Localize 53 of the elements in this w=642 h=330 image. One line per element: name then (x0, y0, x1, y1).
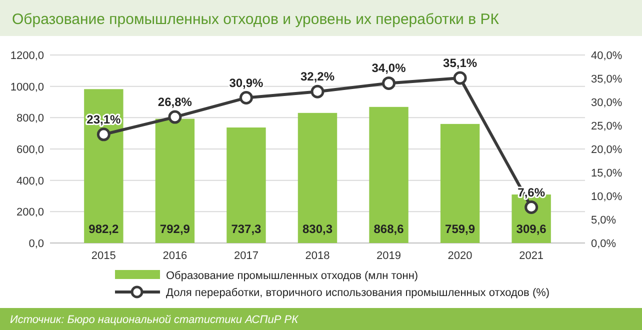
y-tick-label: 400,0 (16, 175, 44, 188)
data-label: 309,6 (516, 222, 547, 236)
bar (298, 112, 338, 243)
point (310, 84, 324, 98)
y2-tick-label: 25,0% (591, 120, 622, 132)
y-tick-label: 600,0 (16, 144, 44, 156)
y2-tick-label: 5,0% (591, 214, 616, 226)
data-label: 830,3 (302, 222, 333, 236)
x-tick-label: 2017 (234, 250, 258, 262)
y2-tick-label: 20,0% (591, 144, 622, 156)
data-label: 30,9% (229, 76, 264, 90)
point (453, 71, 467, 85)
x-tick-label: 2020 (448, 250, 472, 262)
data-label: 737,3 (231, 222, 262, 236)
data-label: 982,2 (88, 222, 120, 236)
bar (440, 124, 480, 243)
data-label: 26,8% (158, 95, 192, 110)
y2-tick-label: 40,0% (591, 50, 622, 62)
point (96, 128, 110, 142)
point (239, 91, 253, 105)
y-tick-label: 800,0 (16, 112, 44, 125)
legend-label: Образование промышленных отходов (млн тонн) (166, 270, 418, 282)
y2-tick-label: 30,0% (591, 97, 622, 109)
y2-tick-label: 15,0% (591, 168, 622, 180)
point (524, 200, 538, 214)
x-tick-label: 2019 (376, 250, 402, 262)
legend-label: Доля переработки, вторичного использования промышленных отходов (%) (166, 287, 550, 299)
y2-tick-label: 0,0% (591, 238, 616, 250)
data-label: 23,1% (86, 112, 122, 126)
y-tick-label: 200,0 (16, 206, 44, 219)
bar (84, 89, 124, 243)
chart-title: Образование промышленных отходов и уровень их переработки в РК (12, 11, 500, 28)
y2-tick-label: 35,0% (591, 74, 622, 86)
point (168, 110, 182, 124)
point (382, 76, 396, 90)
data-label: 868,6 (374, 222, 404, 236)
bar (226, 127, 266, 243)
x-tick-label: 2015 (91, 250, 116, 262)
data-label: 34,0% (372, 61, 406, 76)
x-tick-label: 2016 (162, 250, 188, 262)
data-label: 759,9 (445, 222, 476, 236)
data-label: 32,2% (300, 70, 335, 84)
bar (369, 106, 408, 243)
y-tick-label: 1000,0 (10, 81, 44, 94)
y-tick-label: 0,0 (28, 238, 44, 250)
data-label: 792,9 (160, 222, 190, 236)
x-tick-label: 2021 (519, 250, 544, 262)
y-tick-label: 1200,0 (10, 50, 44, 62)
text: Источник: Бюро национальной статистики АСПиР РК (10, 314, 299, 326)
data-label: 35,1% (443, 56, 478, 70)
x-tick-label: 2018 (305, 250, 330, 262)
bar (155, 118, 195, 243)
y2-tick-label: 10,0% (591, 191, 622, 203)
